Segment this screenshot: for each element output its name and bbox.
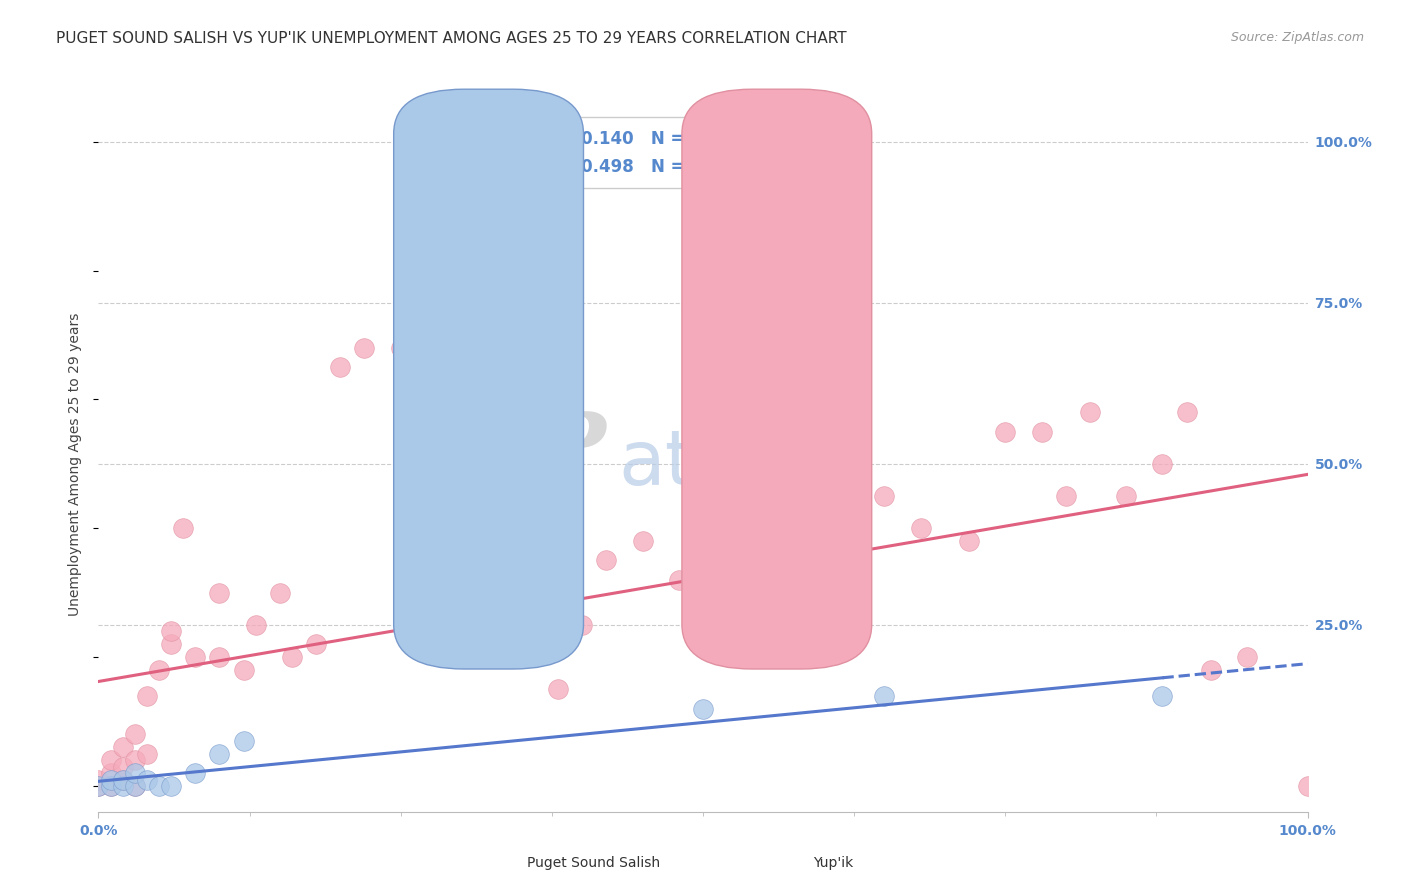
Point [631,534,654,549]
Text: PUGET SOUND SALISH VS YUP'IK UNEMPLOYMENT AMONG AGES 25 TO 29 YEARS CORRELATION : PUGET SOUND SALISH VS YUP'IK UNEMPLOYMEN… [56,31,846,46]
Point [87,779,110,793]
Point [571,618,593,632]
Text: Yup'ik: Yup'ik [813,856,853,871]
Point [910,521,932,535]
Point [135,747,157,761]
Point [692,508,714,523]
Point [160,624,183,639]
Point [100,772,122,787]
Text: Puget Sound Salish: Puget Sound Salish [527,856,661,871]
Point [1115,489,1137,503]
Point [111,759,134,773]
Point [111,772,134,787]
Point [281,650,304,665]
Point [184,766,207,780]
Point [873,489,896,503]
Point [135,772,157,787]
Point [1152,689,1174,703]
Point [1031,425,1053,439]
Legend: R = 0.140   N = 16, R = 0.498   N = 53: R = 0.140 N = 16, R = 0.498 N = 53 [488,118,724,187]
Point [957,534,980,549]
Point [232,663,254,677]
Point [837,573,859,587]
Point [668,573,690,587]
Point [135,689,157,703]
Point [148,779,170,793]
Point [547,682,569,697]
Point [450,585,472,599]
Point [100,753,122,767]
Point [752,534,775,549]
Text: atlas: atlas [619,427,803,500]
Point [160,779,183,793]
Point [124,753,146,767]
Point [87,779,110,793]
Point [510,650,533,665]
Point [208,747,231,761]
Point [124,727,146,741]
Point [1236,650,1258,665]
Point [111,779,134,793]
Point [305,637,328,651]
Y-axis label: Unemployment Among Ages 25 to 29 years: Unemployment Among Ages 25 to 29 years [69,312,83,615]
Point [1078,405,1101,419]
Point [245,618,267,632]
Point [100,779,122,793]
Point [208,650,231,665]
Point [124,779,146,793]
Point [994,425,1017,439]
Point [111,772,134,787]
Point [124,766,146,780]
Point [789,489,811,503]
Point [160,637,183,651]
Point [1152,457,1174,471]
Point [148,663,170,677]
Point [1199,663,1222,677]
Point [426,599,449,613]
Point [111,740,134,755]
Point [873,689,896,703]
Point [269,585,291,599]
Point [595,553,617,567]
Point [1054,489,1077,503]
Text: Source: ZipAtlas.com: Source: ZipAtlas.com [1230,31,1364,45]
Point [172,521,194,535]
Point [124,779,146,793]
Text: ZIP: ZIP [439,409,606,491]
Point [389,341,412,355]
Point [692,701,714,715]
Point [329,360,352,375]
Point [1296,779,1319,793]
Point [232,734,254,748]
Point [813,553,835,567]
Point [100,766,122,780]
Point [184,650,207,665]
Point [1175,405,1198,419]
Point [353,341,375,355]
Point [208,585,231,599]
Point [87,772,110,787]
Point [100,779,122,793]
